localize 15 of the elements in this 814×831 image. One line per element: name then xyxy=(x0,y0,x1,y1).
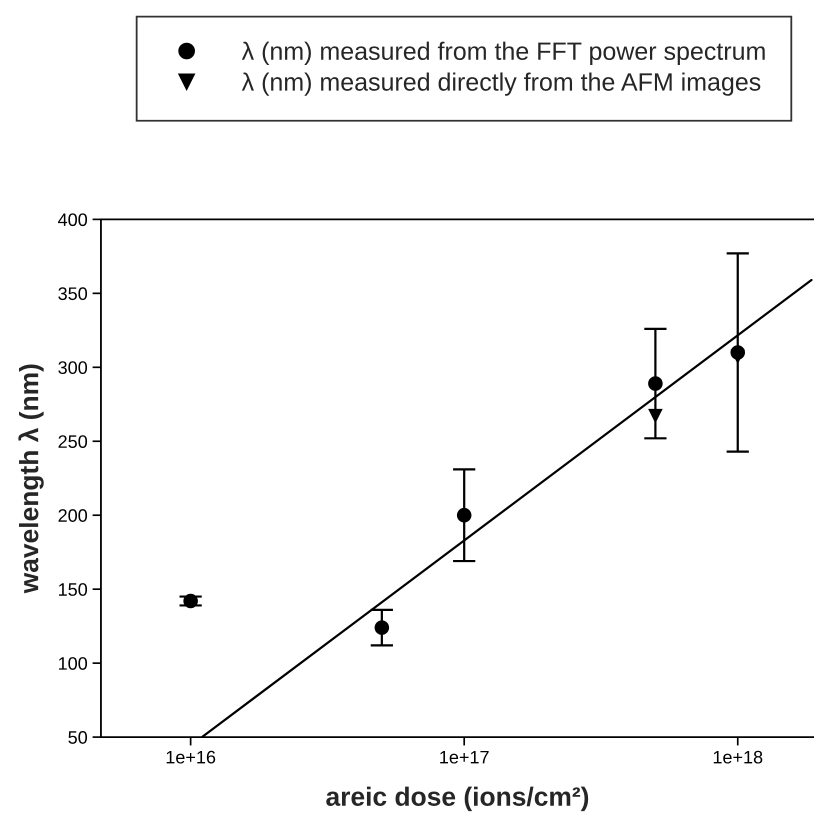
x-tick-label: 1e+18 xyxy=(714,750,762,764)
x-tick-label: 1e+17 xyxy=(440,750,489,764)
x-axis-title: areic dose (ions/cm²) xyxy=(326,786,588,812)
legend-label: λ (nm) measured directly from the AFM images xyxy=(242,72,760,96)
legend-label: λ (nm) measured from the FFT power spectrum xyxy=(242,42,765,65)
y-tick-label: 250 xyxy=(58,435,88,448)
x-tick-label: 1e+16 xyxy=(166,750,216,764)
y-tick-label: 50 xyxy=(68,731,88,744)
y-tick-label: 100 xyxy=(58,657,88,670)
y-tick-label: 200 xyxy=(58,509,88,522)
y-tick-label: 150 xyxy=(58,583,88,596)
y-tick-label: 400 xyxy=(58,213,88,226)
y-tick-label: 300 xyxy=(58,361,88,374)
y-tick-label: 350 xyxy=(58,287,88,300)
y-axis-title: wavelength λ (nm) xyxy=(18,364,44,594)
